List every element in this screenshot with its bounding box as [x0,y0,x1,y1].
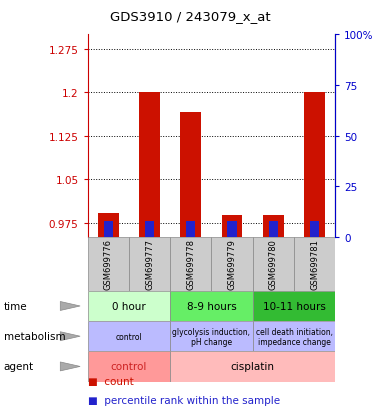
Bar [129,237,170,291]
Bar [170,291,253,321]
Polygon shape [60,302,80,311]
Text: 10-11 hours: 10-11 hours [263,301,325,311]
Bar [88,291,170,321]
Text: GSM699780: GSM699780 [269,239,278,290]
Bar [304,93,325,237]
Bar [186,222,195,237]
Bar [170,237,211,291]
Bar [139,93,160,237]
Text: ■  percentile rank within the sample: ■ percentile rank within the sample [88,395,280,405]
Bar [263,216,284,237]
Text: agent: agent [4,361,34,372]
Polygon shape [60,362,80,371]
Bar [88,351,170,382]
Text: GSM699779: GSM699779 [227,239,237,290]
Bar [269,222,278,237]
Bar [104,222,113,237]
Text: control: control [111,361,147,372]
Text: GDS3910 / 243079_x_at: GDS3910 / 243079_x_at [110,10,271,23]
Text: GSM699777: GSM699777 [145,239,154,290]
Text: cisplatin: cisplatin [231,361,275,372]
Bar [253,237,294,291]
Bar [227,222,237,237]
Text: metabolism: metabolism [4,331,66,342]
Text: GSM699776: GSM699776 [104,239,113,290]
Bar [88,321,170,351]
Bar [181,113,201,237]
Bar [310,222,319,237]
Bar [170,321,253,351]
Bar [253,321,335,351]
Bar [294,237,335,291]
Polygon shape [60,332,80,341]
Text: ■  count: ■ count [88,376,133,386]
Bar [211,237,253,291]
Text: GSM699778: GSM699778 [186,239,195,290]
Bar [145,222,154,237]
Text: 8-9 hours: 8-9 hours [187,301,236,311]
Bar [88,237,129,291]
Bar [222,216,242,237]
Bar [98,213,118,237]
Text: GSM699781: GSM699781 [310,239,319,290]
Text: time: time [4,301,27,311]
Text: 0 hour: 0 hour [112,301,146,311]
Bar [253,291,335,321]
Text: cell death initiation,
impedance change: cell death initiation, impedance change [256,327,333,346]
Bar [170,351,335,382]
Text: glycolysis induction,
pH change: glycolysis induction, pH change [173,327,250,346]
Text: control: control [115,332,142,341]
